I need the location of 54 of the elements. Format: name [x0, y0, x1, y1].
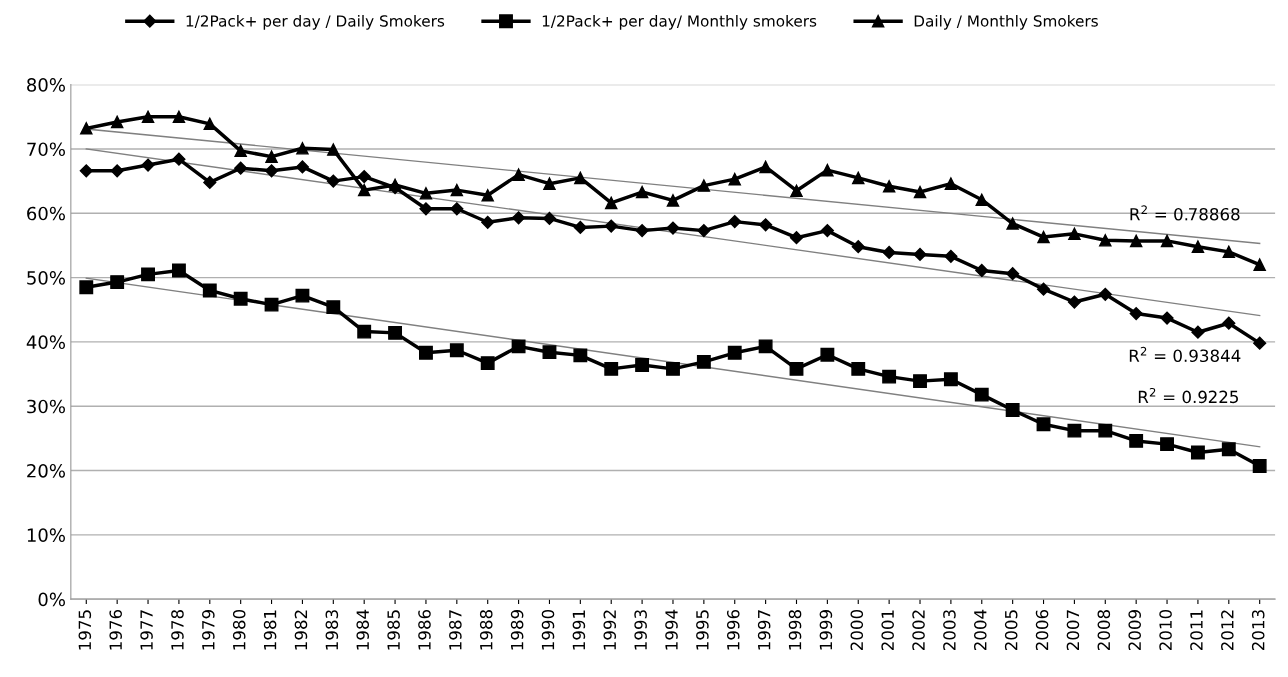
x-tick-label: 2009: [1128, 610, 1141, 651]
x-tick-label: 2000: [850, 609, 864, 651]
x-tick-label: 2004: [974, 609, 987, 651]
x-tick-label: 2001: [881, 610, 894, 651]
x-tick-label: 1978: [171, 610, 184, 650]
annotation: R$^{2}$ = 0.78868: [1130, 205, 1240, 221]
x-tick-label: 1992: [603, 610, 617, 650]
x-tick-label: 2002: [912, 610, 925, 651]
y-tick-label: 70%: [27, 142, 65, 157]
x-tick-label: 2010: [1159, 609, 1172, 651]
annotation: R$^{2}$ = 0.9225: [1138, 387, 1238, 404]
y-tick-label: 0%: [38, 592, 65, 607]
x-tick-label: 1999: [819, 610, 833, 650]
x-tick-label: 1979: [202, 610, 215, 650]
annotation: R$^{2}$ = 0.93844: [1129, 346, 1241, 363]
x-tick-label: 1985: [387, 610, 400, 650]
x-tick-label: 1977: [140, 610, 153, 650]
x-tick-label: 1984: [356, 609, 370, 650]
y-tick-label: 10%: [27, 528, 65, 542]
legend-label: 1/2Pack+ per day/ Monthly smokers: [542, 14, 817, 30]
y-tick-label: 20%: [27, 463, 65, 478]
y-tick-label: 30%: [27, 399, 65, 414]
x-tick-label: 1994: [665, 609, 678, 650]
y-tick-label: 60%: [27, 206, 65, 221]
x-tick-label: 2005: [1004, 610, 1018, 651]
x-tick-label: 1991: [572, 610, 586, 650]
x-tick-label: 1975: [78, 610, 92, 650]
x-tick-label: 1993: [634, 610, 647, 650]
x-tick-label: 1982: [294, 610, 308, 650]
x-tick-label: 2013: [1251, 610, 1265, 651]
x-tick-label: 1983: [325, 610, 339, 650]
x-tick-label: 2003: [943, 610, 956, 651]
x-tick-label: 1976: [109, 609, 122, 650]
x-tick-label: 1988: [479, 610, 493, 650]
x-tick-label: 1995: [696, 610, 709, 650]
x-tick-label: 2012: [1221, 610, 1234, 651]
legend-label: Daily / Monthly Smokers: [914, 14, 1098, 30]
x-tick-label: 1996: [726, 609, 740, 650]
y-tick-label: 80%: [27, 78, 65, 92]
legend-label: 1/2Pack+ per day / Daily Smokers: [186, 14, 445, 30]
x-tick-label: 1997: [757, 610, 771, 650]
x-tick-label: 1981: [263, 610, 277, 650]
x-tick-label: 1980: [232, 609, 246, 650]
x-tick-label: 1998: [788, 610, 802, 650]
x-tick-label: 2006: [1035, 609, 1049, 651]
y-tick-label: 50%: [27, 271, 65, 285]
x-tick-label: 2007: [1066, 610, 1080, 651]
x-tick-label: 2008: [1097, 610, 1111, 651]
x-tick-label: 2011: [1190, 610, 1203, 651]
x-tick-label: 1986: [418, 609, 431, 650]
x-tick-label: 1987: [449, 610, 462, 650]
y-tick-label: 40%: [26, 335, 65, 349]
x-tick-label: 1989: [510, 610, 524, 650]
x-tick-label: 1990: [541, 609, 555, 650]
